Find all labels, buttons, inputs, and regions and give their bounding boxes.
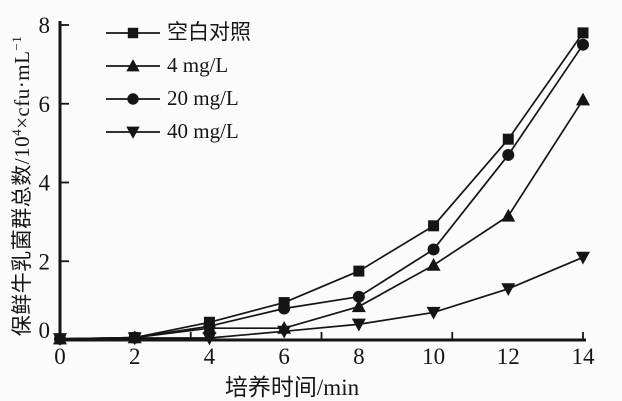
legend-item-label: 20 mg/L <box>167 86 239 110</box>
legend-item-40mgL: 40 mg/L <box>106 115 251 148</box>
data-point-40mgL <box>426 306 441 320</box>
data-point-control <box>577 27 589 39</box>
data-point-control <box>278 297 290 309</box>
x-tick-label: 0 <box>54 344 66 369</box>
data-point-4mgL <box>426 257 441 271</box>
legend-item-label: 空白对照 <box>167 20 251 44</box>
y-axis-title-text: 保鲜牛乳菌群总数/10 <box>10 135 34 337</box>
y-tick-label: 4 <box>39 171 51 196</box>
y-tick-label: 6 <box>39 92 51 117</box>
data-point-4mgL <box>576 92 590 106</box>
x-tick-label: 8 <box>353 344 365 369</box>
data-point-control <box>428 220 440 232</box>
series-control <box>54 27 589 345</box>
legend-item-label: 40 mg/L <box>167 119 239 143</box>
x-tick-label: 14 <box>572 344 596 369</box>
data-point-20mgL <box>352 290 365 303</box>
data-point-40mgL <box>576 251 590 265</box>
x-tick-label: 10 <box>422 344 445 369</box>
triangle-down-marker-icon <box>106 126 160 139</box>
data-point-40mgL <box>351 318 366 332</box>
data-point-40mgL <box>202 332 217 346</box>
data-point-4mgL <box>277 320 292 334</box>
data-point-40mgL <box>501 283 516 297</box>
y-tick-label: 8 <box>39 13 51 38</box>
x-axis-title: 培养时间/min <box>224 375 360 400</box>
square-marker-icon <box>106 27 160 38</box>
y-axis-title-unit: ×cfu·mL <box>10 50 34 129</box>
triangle-up-marker-icon <box>106 58 160 71</box>
y-axis-title-exponent: −1 <box>9 35 24 51</box>
data-point-20mgL <box>502 148 515 161</box>
circle-marker-icon <box>106 92 160 105</box>
data-point-20mgL <box>427 243 440 256</box>
series-line-control <box>59 32 584 340</box>
data-point-control <box>502 133 514 145</box>
data-point-4mgL <box>501 208 516 222</box>
series-line-40mgL <box>59 256 584 340</box>
data-point-control <box>54 333 66 345</box>
legend-marker-40mgL <box>126 126 140 139</box>
data-point-control <box>203 316 215 328</box>
legend-item-label: 4 mg/L <box>167 53 229 77</box>
x-tick-label: 6 <box>278 344 290 369</box>
legend-marker-control <box>127 27 139 38</box>
data-point-control <box>353 265 365 277</box>
legend-item-4mgL: 4 mg/L <box>106 49 251 82</box>
x-tick-label: 4 <box>204 344 216 369</box>
y-tick-label: 2 <box>39 249 51 274</box>
legend: 空白对照 4 mg/L 20 mg/L 40 mg/L <box>106 16 251 148</box>
legend-item-20mgL: 20 mg/L <box>106 82 251 115</box>
legend-marker-20mgL <box>127 92 139 105</box>
data-point-4mgL <box>351 299 366 313</box>
data-point-20mgL <box>577 38 589 51</box>
y-tick-label: 0 <box>39 318 51 343</box>
x-tick-label: 12 <box>497 344 520 369</box>
y-axis-title-superscript: 4 <box>9 128 24 136</box>
data-point-control <box>129 332 141 344</box>
y-axis-title: 保鲜牛乳菌群总数/104×cfu·mL−1 <box>6 36 36 337</box>
legend-marker-4mgL <box>126 58 140 71</box>
legend-item-control: 空白对照 <box>106 16 251 49</box>
x-tick-label: 2 <box>129 344 141 369</box>
